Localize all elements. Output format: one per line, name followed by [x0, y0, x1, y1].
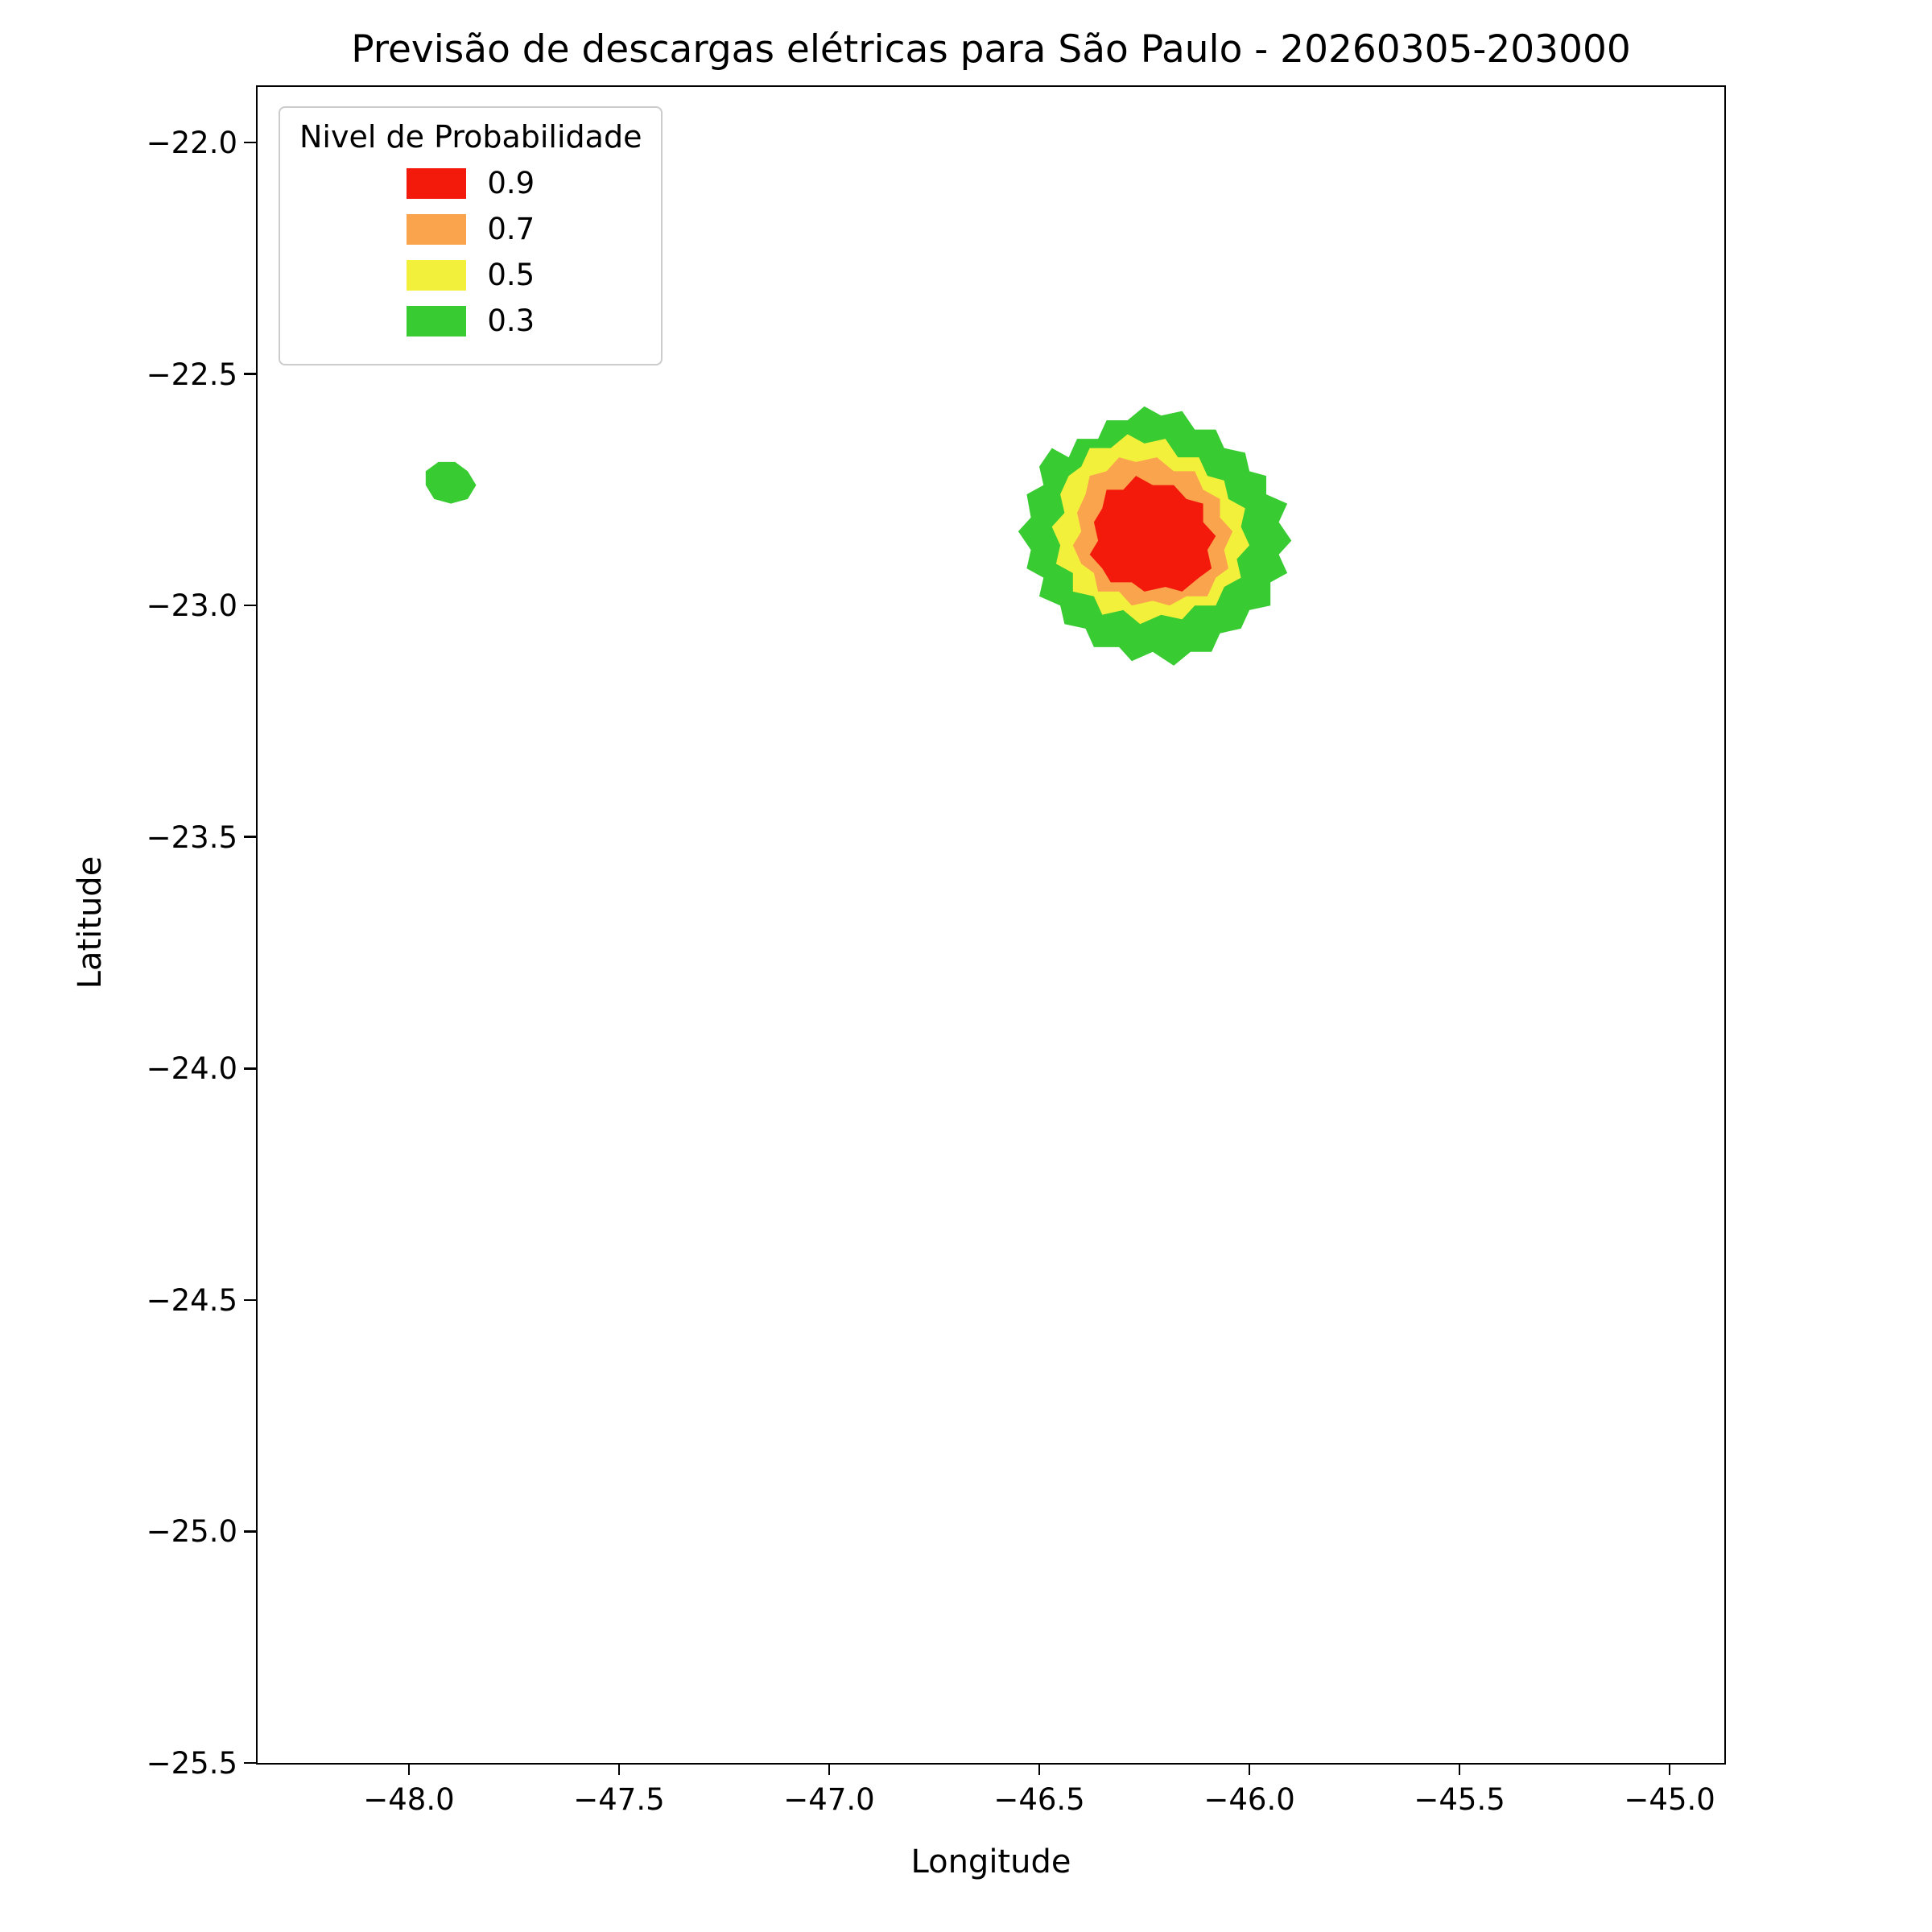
x-tick-mark — [1248, 1763, 1251, 1775]
legend-entry-0.5: 0.5 — [407, 258, 535, 292]
y-tick-label: −23.5 — [146, 819, 237, 855]
x-tick-label: −48.0 — [363, 1782, 455, 1817]
x-tick-mark — [1458, 1763, 1461, 1775]
legend-label: 0.7 — [487, 212, 535, 246]
y-tick-mark — [244, 1530, 256, 1533]
contour-region-main-cell-p0.9 — [1089, 475, 1216, 592]
chart-title: Previsão de descargas elétricas para São… — [351, 27, 1631, 72]
x-tick-label: −45.5 — [1414, 1782, 1505, 1817]
x-tick-mark — [1668, 1763, 1671, 1775]
y-tick-mark — [244, 373, 256, 375]
legend-swatch-orange — [407, 213, 467, 245]
legend-entry-0.7: 0.7 — [407, 212, 535, 246]
legend-entries: 0.9 0.7 0.5 0.3 — [407, 166, 535, 338]
y-tick-mark — [244, 604, 256, 607]
y-tick-mark — [244, 1298, 256, 1302]
contour-region-small-cell-p0.3 — [425, 461, 476, 504]
y-tick-label: −25.5 — [146, 1746, 237, 1781]
legend-label: 0.5 — [487, 258, 535, 292]
y-tick-label: −22.0 — [146, 126, 237, 161]
legend: Nivel de Probabilidade 0.9 0.7 0.5 0.3 — [279, 106, 663, 365]
legend-title: Nivel de Probabilidade — [299, 119, 642, 155]
y-tick-label: −22.5 — [146, 357, 237, 392]
y-tick-label: −23.0 — [146, 588, 237, 624]
y-tick-label: −25.0 — [146, 1514, 237, 1550]
y-axis-label: Latitude — [72, 856, 109, 989]
legend-label: 0.9 — [487, 166, 535, 200]
x-tick-label: −47.0 — [783, 1782, 875, 1817]
legend-swatch-green — [407, 305, 467, 336]
y-tick-mark — [244, 1067, 256, 1070]
legend-swatch-red — [407, 167, 467, 199]
x-tick-label: −46.0 — [1203, 1782, 1295, 1817]
x-tick-label: −45.0 — [1624, 1782, 1715, 1817]
y-tick-label: −24.0 — [146, 1051, 237, 1087]
legend-label: 0.3 — [487, 303, 535, 338]
x-tick-mark — [617, 1763, 621, 1775]
x-axis-label: Longitude — [910, 1843, 1071, 1880]
contour-plot — [425, 406, 1291, 666]
legend-entry-0.3: 0.3 — [407, 303, 535, 338]
y-tick-label: −24.5 — [146, 1282, 237, 1318]
x-tick-mark — [407, 1763, 411, 1775]
x-tick-mark — [1038, 1763, 1041, 1775]
y-tick-mark — [244, 836, 256, 838]
x-tick-label: −47.5 — [573, 1782, 665, 1817]
legend-entry-0.9: 0.9 — [407, 166, 535, 200]
x-tick-mark — [828, 1763, 831, 1775]
legend-swatch-yellow — [407, 259, 467, 291]
y-tick-mark — [244, 1761, 256, 1765]
x-tick-label: −46.5 — [993, 1782, 1085, 1817]
y-tick-mark — [244, 141, 256, 144]
